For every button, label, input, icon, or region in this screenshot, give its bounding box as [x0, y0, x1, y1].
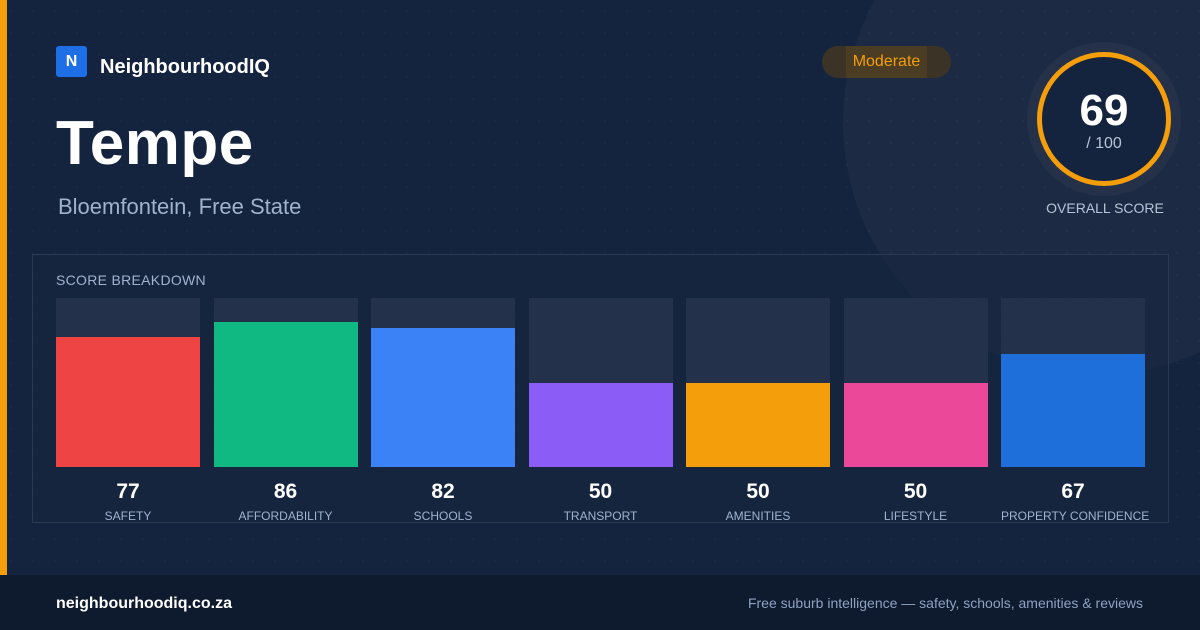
bar-value-label: 82 [431, 480, 455, 503]
bar-column-schools: 82 SCHOOLS [371, 298, 515, 523]
overall-score-ring: 69 / 100 [1027, 42, 1181, 196]
suburb-location: Bloemfontein, Free State [58, 194, 302, 219]
suburb-title: Tempe [56, 109, 254, 178]
score-breakdown-panel: SCORE BREAKDOWN 77 SAFETY 86 AFFORDABILITY 8… [32, 254, 1169, 523]
bar-track [686, 298, 830, 467]
accent-bar [0, 0, 7, 575]
bar-fill [686, 382, 830, 467]
bar-category-label: LIFESTYLE [883, 509, 948, 523]
bar-category-label: TRANSPORT [563, 509, 638, 523]
bar-fill [843, 382, 988, 467]
footer-tagline: Free suburb intelligence — safety, schoo… [747, 595, 1143, 611]
bar-column-affordability: 86 AFFORDABILITY [213, 298, 358, 523]
bar-category-label: SAFETY [104, 509, 152, 523]
bar-category-label: SCHOOLS [413, 509, 473, 523]
overall-score-max: / 100 [1086, 135, 1122, 152]
bar-column-transport: 50 TRANSPORT [528, 298, 673, 523]
bar-track [371, 298, 515, 467]
brand-name: NeighbourhoodIQ [100, 56, 270, 78]
bar-track [213, 298, 358, 467]
bar-value-label: 77 [116, 480, 140, 503]
breakdown-title: SCORE BREAKDOWN [56, 272, 206, 288]
overall-score-inner: 69 / 100 [1037, 52, 1171, 186]
bar-value-label: 86 [273, 480, 298, 503]
bar-track [56, 298, 200, 467]
bar-value-label: 50 [588, 480, 613, 503]
bar-value-label: 50 [746, 480, 770, 503]
bar-fill [1001, 353, 1145, 467]
bar-track [843, 298, 988, 467]
bar-category-label: PROPERTY CONFIDENCE [1001, 509, 1150, 523]
bar-column-property-confidence: 67 PROPERTY CONFIDENCE [1001, 298, 1150, 523]
bar-value-label: 50 [903, 480, 928, 503]
bar-column-safety: 77 SAFETY [56, 298, 200, 523]
bar-fill [528, 382, 673, 467]
bar-value-label: 67 [1061, 480, 1085, 503]
bar-fill [56, 336, 200, 467]
bar-category-label: AMENITIES [725, 509, 791, 523]
brand-logo-icon: N [56, 46, 87, 77]
bar-track [1001, 298, 1145, 467]
overall-score-label: OVERALL SCORE [1046, 200, 1164, 216]
bar-column-amenities: 50 AMENITIES [686, 298, 830, 523]
bar-track [528, 298, 673, 467]
bar-fill [213, 321, 358, 467]
footer: neighbourhoodiq.co.za Free suburb intell… [0, 575, 1200, 630]
bar-column-lifestyle: 50 LIFESTYLE [843, 298, 988, 523]
footer-site-link[interactable]: neighbourhoodiq.co.za [56, 595, 232, 612]
bar-category-label: AFFORDABILITY [238, 509, 333, 523]
overall-score-value: 69 [1079, 86, 1129, 135]
bar-fill [371, 328, 515, 467]
share-card: N NeighbourhoodIQ Tempe Bloemfontein, Fr… [0, 0, 1200, 575]
rating-badge: Moderate [822, 46, 951, 78]
